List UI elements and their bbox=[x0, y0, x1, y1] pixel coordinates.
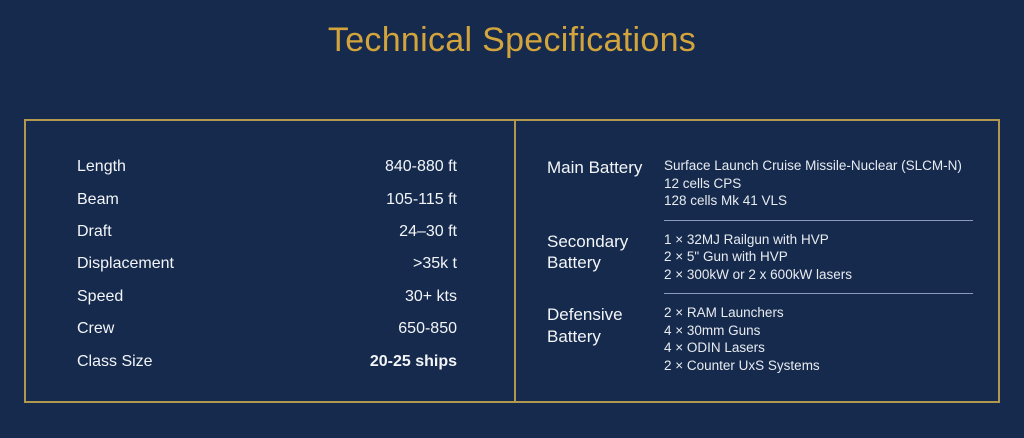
battery-item: 1 × 32MJ Railgun with HVP bbox=[664, 231, 829, 247]
spec-label: Draft bbox=[77, 222, 112, 240]
spec-row: Crew 650-850 bbox=[77, 313, 457, 345]
battery-group: Secondary Battery 1 × 32MJ Railgun with … bbox=[547, 231, 973, 284]
spec-value: 105-115 ft bbox=[386, 190, 457, 208]
battery-item: 128 cells Mk 41 VLS bbox=[664, 193, 788, 208]
battery-group: Main Battery Surface Launch Cruise Missi… bbox=[547, 157, 973, 210]
battery-group-label: Main Battery bbox=[547, 158, 643, 177]
spec-row: Displacement >35k t bbox=[77, 248, 457, 280]
dimensions-table: Length 840-880 ft Beam 105-115 ft Draft … bbox=[26, 121, 516, 401]
spec-row: Speed 30+ kts bbox=[77, 281, 457, 313]
spec-box: Length 840-880 ft Beam 105-115 ft Draft … bbox=[24, 119, 1000, 403]
spec-value: 840-880 ft bbox=[384, 158, 457, 176]
spec-label: Beam bbox=[77, 190, 119, 208]
spec-label: Length bbox=[77, 158, 126, 176]
armament-table: Main Battery Surface Launch Cruise Missi… bbox=[516, 121, 998, 401]
spec-label: Speed bbox=[77, 287, 124, 305]
battery-group: Defensive Battery 2 × RAM Launchers 4 × 3… bbox=[547, 304, 973, 374]
battery-item: 2 × RAM Launchers bbox=[664, 305, 784, 320]
battery-item: 12 cells CPS bbox=[664, 175, 742, 191]
spec-label: Crew bbox=[77, 320, 115, 338]
spec-value: 20-25 ships bbox=[369, 352, 457, 370]
battery-item: Surface Launch Cruise Missile-Nuclear (S… bbox=[664, 158, 962, 173]
section-divider bbox=[664, 293, 973, 294]
battery-item: 2 × Counter UxS Systems bbox=[664, 357, 820, 373]
battery-item-list: Surface Launch Cruise Missile-Nuclear (S… bbox=[664, 157, 973, 210]
spec-row: Draft 24–30 ft bbox=[77, 216, 457, 248]
battery-item-list: 1 × 32MJ Railgun with HVP 2 × 5" Gun with… bbox=[664, 231, 973, 284]
battery-item-list: 2 × RAM Launchers 4 × 30mm Guns 4 × ODIN L… bbox=[664, 304, 973, 374]
battery-item: 4 × ODIN Lasers bbox=[664, 340, 765, 355]
spec-label: Class Size bbox=[77, 352, 153, 370]
spec-value: 24–30 ft bbox=[399, 222, 457, 240]
battery-item: 2 × 5" Gun with HVP bbox=[664, 249, 788, 264]
battery-item: 2 × 300kW or 2 x 600kW lasers bbox=[664, 266, 852, 282]
spec-row: Class Size 20-25 ships bbox=[77, 345, 457, 377]
spec-value: 30+ kts bbox=[404, 287, 457, 305]
spec-row: Length 840-880 ft bbox=[77, 151, 457, 183]
spec-label: Displacement bbox=[77, 255, 174, 273]
page-title: Technical Specifications bbox=[327, 21, 697, 59]
spec-value: >35k t bbox=[412, 255, 457, 273]
battery-item: 4 × 30mm Guns bbox=[664, 322, 761, 338]
battery-group-label: Secondary Battery bbox=[547, 231, 629, 273]
section-divider bbox=[664, 219, 973, 221]
spec-row: Beam 105-115 ft bbox=[77, 183, 457, 215]
battery-group-label: Defensive Battery bbox=[547, 305, 623, 346]
spec-value: 650-850 bbox=[398, 320, 457, 338]
